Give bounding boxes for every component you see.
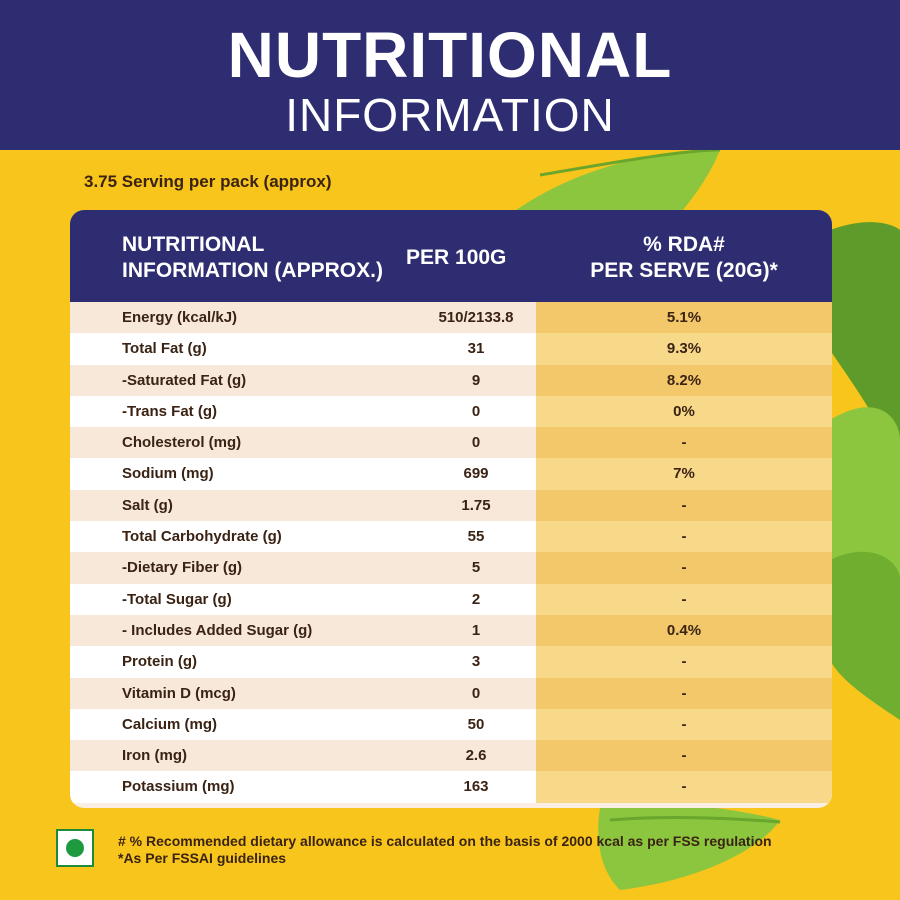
cell-nutrient: - Includes Added Sugar (g) bbox=[122, 621, 313, 639]
table-row: Potassium (mg) 163 - bbox=[70, 771, 832, 803]
table-row: -Total Sugar (g) 2 - bbox=[70, 583, 832, 615]
table-row: -Dietary Fiber (g) 5 - bbox=[70, 552, 832, 584]
veg-dot bbox=[66, 839, 84, 857]
cell-per100g: 510/2133.8 bbox=[438, 309, 514, 326]
header-nutrient-column: NUTRITIONAL INFORMATION (APPROX.) bbox=[122, 232, 383, 284]
cell-nutrient: Cholesterol (mg) bbox=[122, 434, 242, 452]
page-subtitle: INFORMATION bbox=[285, 89, 615, 141]
table-row: Calcium (mg) 50 - bbox=[70, 708, 832, 741]
table-row: -Trans Fat (g) 0 0% bbox=[70, 395, 832, 428]
cell-nutrient: -Saturated Fat (g) bbox=[122, 371, 247, 389]
header-rda-line1: % RDA# bbox=[643, 233, 725, 256]
leaf-icon bbox=[598, 804, 780, 890]
footnote: # % Recommended dietary allowance is cal… bbox=[118, 833, 772, 867]
cell-per100g: 50 bbox=[467, 715, 485, 733]
cell-rda: - bbox=[536, 489, 832, 522]
cell-nutrient: Iron (mg) bbox=[122, 747, 187, 765]
cell-nutrient: Sodium (mg) bbox=[122, 465, 214, 483]
table-row: - Includes Added Sugar (g) 1 0.4% bbox=[70, 614, 832, 647]
cell-nutrient: Calcium (mg) bbox=[122, 715, 218, 733]
table-row: Vitamin D (mcg) 0 - bbox=[70, 677, 832, 709]
cell-nutrient: -Dietary Fiber (g) bbox=[122, 559, 243, 577]
cell-rda: - bbox=[536, 740, 832, 772]
cell-rda: - bbox=[536, 677, 832, 709]
leaf-icon bbox=[830, 551, 900, 720]
footnote-rda: # % Recommended dietary allowance is cal… bbox=[118, 833, 772, 849]
table-row: Total Fat (g) 31 9.3% bbox=[70, 333, 832, 365]
veg-symbol-icon bbox=[56, 829, 94, 867]
cell-rda: 5.1% bbox=[536, 302, 832, 334]
table-row: Salt (g) 1.75 - bbox=[70, 489, 832, 522]
cell-rda: 7% bbox=[536, 458, 832, 490]
cell-per100g: 2.6 bbox=[465, 747, 487, 765]
table-row: Sodium (mg) 699 7% bbox=[70, 458, 832, 490]
cell-rda: - bbox=[536, 583, 832, 615]
serving-info: 3.75 Serving per pack (approx) bbox=[84, 172, 332, 191]
cell-per100g: 1.75 bbox=[461, 496, 491, 514]
nutrition-table: NUTRITIONAL INFORMATION (APPROX.) PER 10… bbox=[70, 210, 832, 808]
table-row: -Saturated Fat (g) 9 8.2% bbox=[70, 364, 832, 396]
cell-rda: 8.2% bbox=[536, 364, 832, 396]
cell-nutrient: -Trans Fat (g) bbox=[122, 402, 218, 420]
cell-per100g: 3 bbox=[471, 653, 481, 671]
cell-nutrient: Potassium (mg) bbox=[122, 778, 235, 796]
header-per100g-column: PER 100G bbox=[406, 246, 507, 269]
header-rda-line2: PER SERVE (20G)* bbox=[590, 259, 778, 282]
cell-rda: 0% bbox=[536, 395, 832, 428]
cell-nutrient: -Total Sugar (g) bbox=[122, 590, 232, 608]
table-row: Energy (kcal/kJ) 510/2133.8 5.1% bbox=[70, 302, 832, 334]
cell-per100g: 9 bbox=[471, 371, 481, 389]
table-row: Total Carbohydrate (g) 55 - bbox=[70, 521, 832, 553]
cell-nutrient: Vitamin D (mcg) bbox=[122, 684, 236, 702]
cell-per100g: 2 bbox=[471, 590, 481, 608]
leaf-icon bbox=[539, 148, 721, 177]
cell-per100g: 699 bbox=[463, 465, 489, 483]
cell-nutrient: Energy (kcal/kJ) bbox=[122, 309, 238, 326]
cell-per100g: 163 bbox=[463, 778, 489, 796]
cell-per100g: 5 bbox=[471, 559, 481, 577]
leaf-icon bbox=[609, 815, 781, 824]
table-row: Iron (mg) 2.6 - bbox=[70, 740, 832, 772]
table-row: Protein (g) 3 - bbox=[70, 646, 832, 678]
cell-per100g: 0 bbox=[471, 684, 481, 702]
cell-rda: 9.3% bbox=[536, 333, 832, 365]
table-header: NUTRITIONAL INFORMATION (APPROX.) PER 10… bbox=[70, 210, 832, 302]
page-header: NUTRITIONAL INFORMATION bbox=[0, 0, 900, 150]
cell-nutrient: Protein (g) bbox=[122, 653, 197, 671]
cell-rda: - bbox=[536, 427, 832, 459]
cell-rda: - bbox=[536, 646, 832, 678]
cell-per100g: 55 bbox=[467, 528, 485, 546]
cell-per100g: 1 bbox=[471, 621, 481, 639]
cell-rda: 0.4% bbox=[536, 614, 832, 647]
cell-rda: - bbox=[536, 771, 832, 803]
footnote-fssai: *As Per FSSAI guidelines bbox=[118, 850, 287, 866]
header-nutrient-line2: INFORMATION (APPROX.) bbox=[122, 259, 383, 282]
table-row: Cholesterol (mg) 0 - bbox=[70, 427, 832, 459]
leaf-icon bbox=[830, 222, 900, 470]
cell-nutrient: Salt (g) bbox=[122, 496, 173, 514]
cell-rda: - bbox=[536, 708, 832, 741]
table-body: Energy (kcal/kJ) 510/2133.8 5.1% Total Fat … bbox=[70, 302, 832, 803]
page-title: NUTRITIONAL bbox=[227, 19, 673, 91]
cell-nutrient: Total Carbohydrate (g) bbox=[122, 528, 282, 546]
cell-rda: - bbox=[536, 521, 832, 553]
cell-rda: - bbox=[536, 552, 832, 584]
cell-per100g: 0 bbox=[471, 434, 481, 452]
cell-per100g: 0 bbox=[471, 402, 481, 420]
header-nutrient-line1: NUTRITIONAL bbox=[122, 233, 265, 256]
header-rda-column: % RDA# PER SERVE (20G)* bbox=[536, 232, 832, 284]
cell-per100g: 31 bbox=[467, 340, 485, 358]
cell-nutrient: Total Fat (g) bbox=[122, 340, 207, 358]
